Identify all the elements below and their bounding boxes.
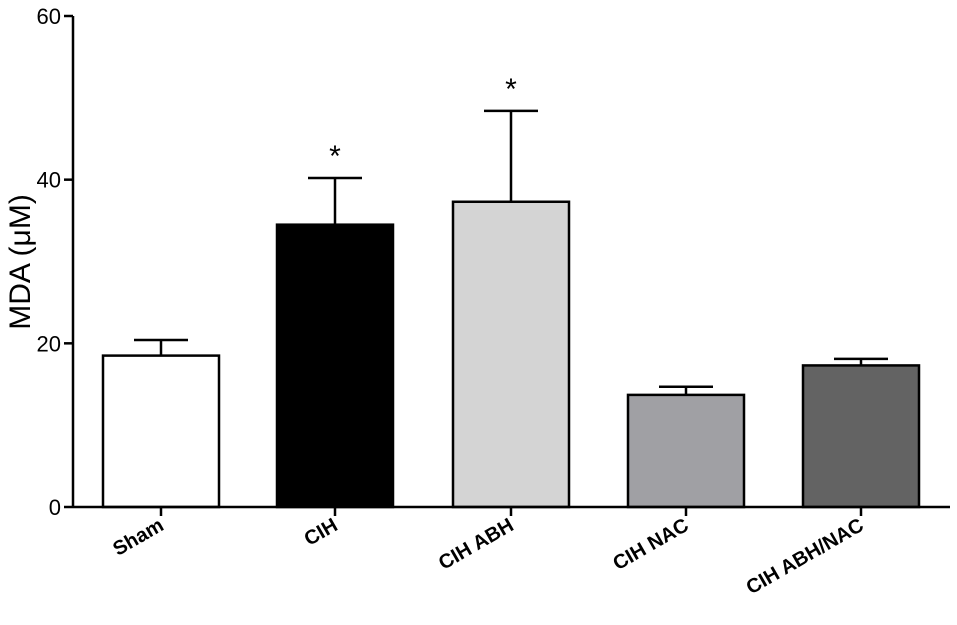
x-tick-label: CIH ABH (435, 514, 518, 574)
bar (101, 354, 221, 509)
bar (451, 200, 571, 509)
bar (801, 364, 921, 509)
bars (101, 200, 921, 509)
x-tick-label: CIH ABH/NAC (743, 514, 868, 599)
y-axis-title: MDA (μM) (4, 194, 37, 330)
bar (626, 393, 746, 509)
significance-star: * (329, 140, 341, 173)
x-tick-label: CIH (301, 514, 342, 550)
y-tick-label: 20 (37, 331, 61, 356)
y-tick-label: 60 (37, 4, 61, 29)
y-axis: 0 20 40 60 (37, 4, 75, 520)
bar (275, 223, 395, 509)
x-axis: Sham CIH CIH ABH CIH NAC CIH ABH/NAC (73, 505, 950, 599)
error-bars (134, 109, 888, 395)
y-tick-label: 40 (37, 168, 61, 193)
x-tick-label: Sham (109, 514, 167, 560)
y-tick-label: 0 (49, 495, 61, 520)
x-tick-label: CIH NAC (609, 514, 692, 575)
significance-star: * (505, 73, 517, 106)
significance-markers: ** (329, 73, 517, 173)
